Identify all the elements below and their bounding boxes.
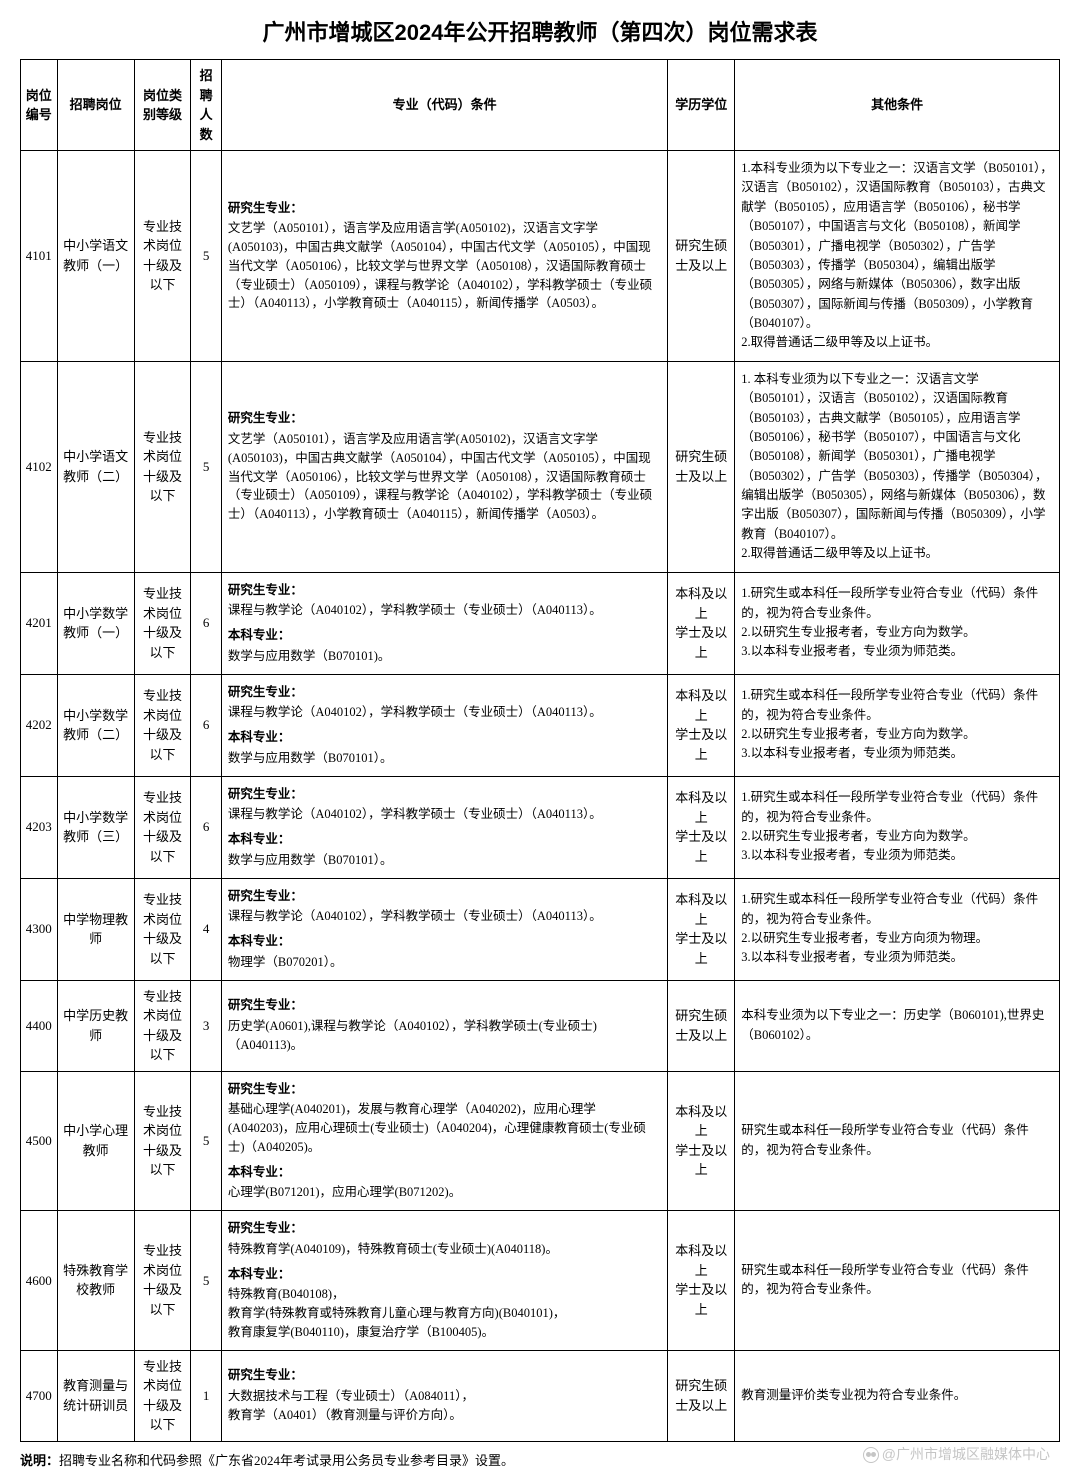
table-row: 4700教育测量与统计研训员专业技术岗位十级及以下1研究生专业：大数据技术与工程… <box>21 1350 1060 1441</box>
cell-position: 中小学数学教师（一） <box>57 572 134 674</box>
cell-count: 6 <box>191 674 221 776</box>
cell-level: 专业技术岗位十级及以下 <box>134 151 191 362</box>
cell-position: 特殊教育学校教师 <box>57 1211 134 1351</box>
cell-code: 4400 <box>21 980 58 1071</box>
table-header-row: 岗位编号 招聘岗位 岗位类别等级 招聘人数 专业（代码）条件 学历学位 其他条件 <box>21 60 1060 151</box>
cell-level: 专业技术岗位十级及以下 <box>134 361 191 572</box>
cell-major: 研究生专业：课程与教学论（A040102），学科教学硕士（专业硕士）（A0401… <box>221 776 667 878</box>
cell-major: 研究生专业：课程与教学论（A040102），学科教学硕士（专业硕士）（A0401… <box>221 674 667 776</box>
cell-other: 1.研究生或本科任一段所学专业符合专业（代码）条件的，视为符合专业条件。 2.以… <box>735 572 1060 674</box>
cell-other: 1.研究生或本科任一段所学专业符合专业（代码）条件的，视为符合专业条件。 2.以… <box>735 878 1060 980</box>
weibo-icon <box>863 1447 879 1463</box>
cell-code: 4202 <box>21 674 58 776</box>
cell-other: 教育测量评价类专业视为符合专业条件。 <box>735 1350 1060 1441</box>
cell-education: 本科及以上 学士及以上 <box>668 1211 735 1351</box>
cell-other: 1.研究生或本科任一段所学专业符合专业（代码）条件的，视为符合专业条件。 2.以… <box>735 776 1060 878</box>
recruitment-table: 岗位编号 招聘岗位 岗位类别等级 招聘人数 专业（代码）条件 学历学位 其他条件… <box>20 59 1060 1442</box>
footnote-text: 招聘专业名称和代码参照《广东省2024年考试录用公务员专业参考目录》设置。 <box>59 1453 514 1468</box>
cell-level: 专业技术岗位十级及以下 <box>134 674 191 776</box>
cell-count: 5 <box>191 361 221 572</box>
cell-code: 4300 <box>21 878 58 980</box>
cell-education: 研究生硕士及以上 <box>668 1350 735 1441</box>
watermark-text: @广州市增城区融媒体中心 <box>882 1446 1050 1462</box>
cell-other: 1. 本科专业须为以下专业之一：汉语言文学（B050101），汉语言（B0501… <box>735 361 1060 572</box>
table-row: 4400中学历史教师专业技术岗位十级及以下3研究生专业：历史学(A0601),课… <box>21 980 1060 1071</box>
cell-position: 中小学语文教师（一） <box>57 151 134 362</box>
cell-other: 研究生或本科任一段所学专业符合专业（代码）条件的，视为符合专业条件。 <box>735 1071 1060 1211</box>
cell-level: 专业技术岗位十级及以下 <box>134 776 191 878</box>
page-title: 广州市增城区2024年公开招聘教师（第四次）岗位需求表 <box>20 15 1060 47</box>
footnote-label: 说明： <box>20 1453 59 1468</box>
header-position: 招聘岗位 <box>57 60 134 151</box>
header-major: 专业（代码）条件 <box>221 60 667 151</box>
cell-other: 1.研究生或本科任一段所学专业符合专业（代码）条件的，视为符合专业条件。 2.以… <box>735 674 1060 776</box>
table-row: 4201中小学数学教师（一）专业技术岗位十级及以下6研究生专业：课程与教学论（A… <box>21 572 1060 674</box>
table-row: 4101中小学语文教师（一）专业技术岗位十级及以下5研究生专业：文艺学（A050… <box>21 151 1060 362</box>
cell-other: 本科专业须为以下专业之一：历史学（B060101),世界史（B060102）。 <box>735 980 1060 1071</box>
table-row: 4500中小学心理教师专业技术岗位十级及以下5研究生专业：基础心理学(A0402… <box>21 1071 1060 1211</box>
cell-other: 研究生或本科任一段所学专业符合专业（代码）条件的，视为符合专业条件。 <box>735 1211 1060 1351</box>
cell-level: 专业技术岗位十级及以下 <box>134 1350 191 1441</box>
cell-major: 研究生专业：文艺学（A050101），语言学及应用语言学(A050102)，汉语… <box>221 151 667 362</box>
cell-count: 6 <box>191 572 221 674</box>
cell-count: 5 <box>191 151 221 362</box>
cell-count: 3 <box>191 980 221 1071</box>
cell-code: 4700 <box>21 1350 58 1441</box>
cell-education: 本科及以上 学士及以上 <box>668 776 735 878</box>
cell-major: 研究生专业：文艺学（A050101），语言学及应用语言学(A050102)，汉语… <box>221 361 667 572</box>
cell-position: 中学历史教师 <box>57 980 134 1071</box>
cell-education: 本科及以上 学士及以上 <box>668 1071 735 1211</box>
cell-other: 1.本科专业须为以下专业之一：汉语言文学（B050101），汉语言（B05010… <box>735 151 1060 362</box>
table-row: 4102中小学语文教师（二）专业技术岗位十级及以下5研究生专业：文艺学（A050… <box>21 361 1060 572</box>
header-code: 岗位编号 <box>21 60 58 151</box>
table-row: 4600特殊教育学校教师专业技术岗位十级及以下5研究生专业：特殊教育学(A040… <box>21 1211 1060 1351</box>
cell-code: 4201 <box>21 572 58 674</box>
cell-major: 研究生专业：课程与教学论（A040102），学科教学硕士（专业硕士）（A0401… <box>221 878 667 980</box>
cell-level: 专业技术岗位十级及以下 <box>134 572 191 674</box>
cell-education: 研究生硕士及以上 <box>668 151 735 362</box>
cell-major: 研究生专业：历史学(A0601),课程与教学论（A040102），学科教学硕士(… <box>221 980 667 1071</box>
table-row: 4300中学物理教师专业技术岗位十级及以下4研究生专业：课程与教学论（A0401… <box>21 878 1060 980</box>
cell-position: 中小学语文教师（二） <box>57 361 134 572</box>
cell-code: 4500 <box>21 1071 58 1211</box>
cell-code: 4102 <box>21 361 58 572</box>
cell-major: 研究生专业：大数据技术与工程（专业硕士）（A084011）， 教育学（A0401… <box>221 1350 667 1441</box>
cell-level: 专业技术岗位十级及以下 <box>134 878 191 980</box>
header-education: 学历学位 <box>668 60 735 151</box>
cell-level: 专业技术岗位十级及以下 <box>134 980 191 1071</box>
cell-count: 5 <box>191 1071 221 1211</box>
cell-level: 专业技术岗位十级及以下 <box>134 1071 191 1211</box>
cell-education: 本科及以上 学士及以上 <box>668 878 735 980</box>
cell-count: 1 <box>191 1350 221 1441</box>
table-row: 4202中小学数学教师（二）专业技术岗位十级及以下6研究生专业：课程与教学论（A… <box>21 674 1060 776</box>
cell-count: 6 <box>191 776 221 878</box>
header-level: 岗位类别等级 <box>134 60 191 151</box>
cell-position: 中学物理教师 <box>57 878 134 980</box>
cell-education: 研究生硕士及以上 <box>668 361 735 572</box>
cell-position: 中小学数学教师（三） <box>57 776 134 878</box>
cell-education: 本科及以上 学士及以上 <box>668 674 735 776</box>
cell-position: 中小学数学教师（二） <box>57 674 134 776</box>
watermark: @广州市增城区融媒体中心 <box>863 1444 1050 1464</box>
cell-level: 专业技术岗位十级及以下 <box>134 1211 191 1351</box>
cell-education: 研究生硕士及以上 <box>668 980 735 1071</box>
cell-education: 本科及以上 学士及以上 <box>668 572 735 674</box>
cell-count: 5 <box>191 1211 221 1351</box>
table-row: 4203中小学数学教师（三）专业技术岗位十级及以下6研究生专业：课程与教学论（A… <box>21 776 1060 878</box>
header-other: 其他条件 <box>735 60 1060 151</box>
cell-position: 中小学心理教师 <box>57 1071 134 1211</box>
cell-major: 研究生专业：课程与教学论（A040102），学科教学硕士（专业硕士）（A0401… <box>221 572 667 674</box>
cell-code: 4203 <box>21 776 58 878</box>
cell-position: 教育测量与统计研训员 <box>57 1350 134 1441</box>
cell-count: 4 <box>191 878 221 980</box>
cell-code: 4101 <box>21 151 58 362</box>
cell-major: 研究生专业：基础心理学(A040201)，发展与教育心理学（A040202)，应… <box>221 1071 667 1211</box>
cell-major: 研究生专业：特殊教育学(A040109)，特殊教育硕士(专业硕士)(A04011… <box>221 1211 667 1351</box>
cell-code: 4600 <box>21 1211 58 1351</box>
header-count: 招聘人数 <box>191 60 221 151</box>
